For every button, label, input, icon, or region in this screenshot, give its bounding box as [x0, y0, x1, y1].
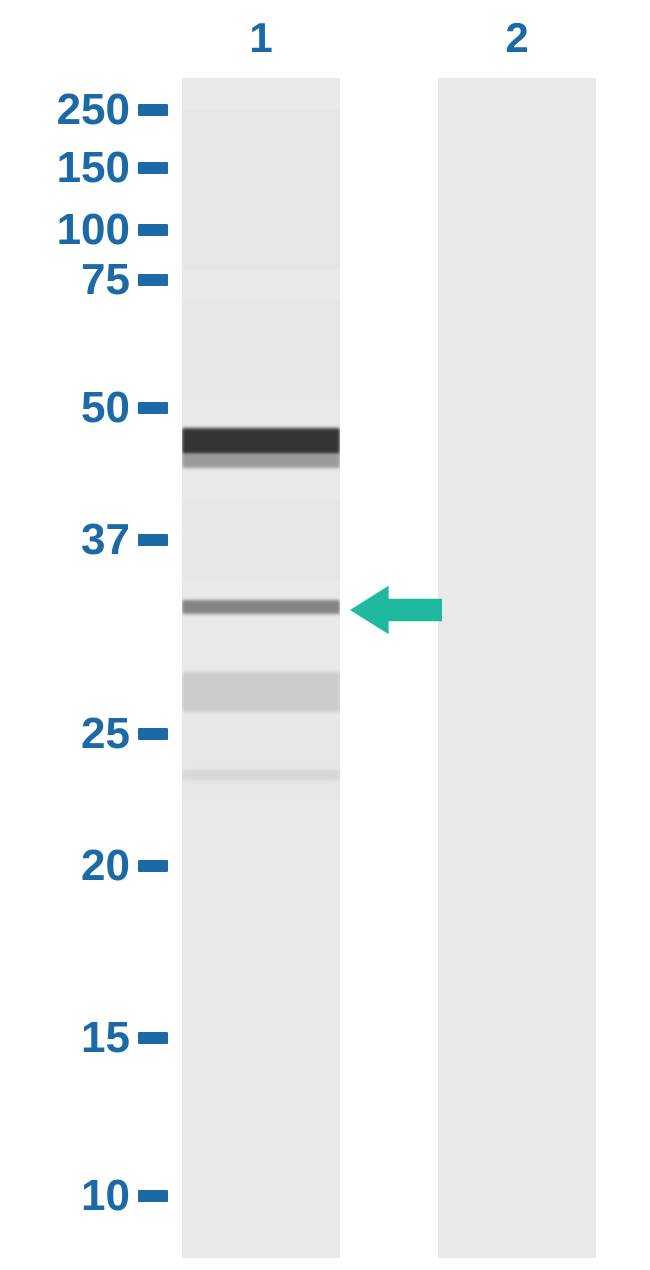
lane-1 — [182, 78, 340, 1258]
mw-marker-dash — [138, 728, 168, 740]
mw-marker-label: 75 — [10, 258, 130, 302]
western-blot-figure: 1 2 250 150 100 75 50 37 25 20 15 10 — [0, 0, 650, 1270]
lane-noise — [182, 720, 340, 800]
protein-band — [182, 428, 340, 454]
lane-2-header: 2 — [487, 14, 547, 62]
lane-noise — [182, 500, 340, 580]
mw-marker-dash — [138, 224, 168, 236]
mw-marker-dash — [138, 162, 168, 174]
mw-marker-label: 250 — [10, 88, 130, 132]
lane-noise — [182, 300, 340, 400]
lane-1-label: 1 — [249, 14, 272, 61]
target-band-arrow-icon — [350, 582, 442, 638]
mw-marker-label: 100 — [10, 208, 130, 252]
protein-band — [182, 454, 340, 468]
protein-band — [182, 600, 340, 614]
lane-2-label: 2 — [505, 14, 528, 61]
mw-marker-label: 15 — [10, 1016, 130, 1060]
mw-marker-label: 50 — [10, 386, 130, 430]
mw-marker-dash — [138, 1190, 168, 1202]
lane-noise — [182, 110, 340, 270]
lane-1-header: 1 — [231, 14, 291, 62]
mw-marker-dash — [138, 860, 168, 872]
mw-marker-dash — [138, 274, 168, 286]
lane-2 — [438, 78, 596, 1258]
mw-marker-dash — [138, 104, 168, 116]
mw-marker-dash — [138, 534, 168, 546]
mw-marker-label: 150 — [10, 146, 130, 190]
mw-marker-label: 25 — [10, 712, 130, 756]
mw-marker-dash — [138, 1032, 168, 1044]
mw-marker-label: 10 — [10, 1174, 130, 1218]
mw-marker-label: 20 — [10, 844, 130, 888]
mw-marker-label: 37 — [10, 518, 130, 562]
mw-marker-dash — [138, 402, 168, 414]
protein-band — [182, 672, 340, 712]
protein-band — [182, 770, 340, 780]
